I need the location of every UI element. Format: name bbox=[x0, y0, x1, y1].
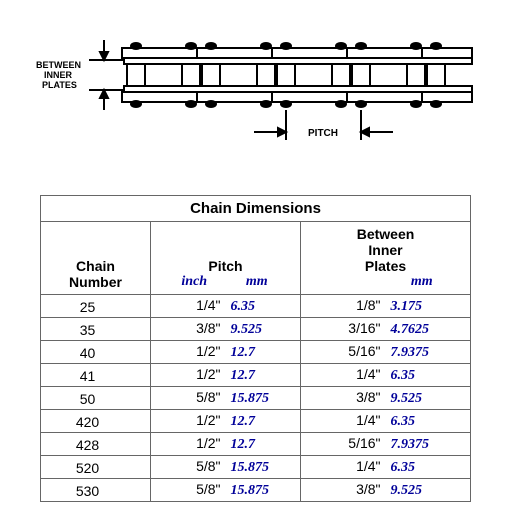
cell-pitch: 5/8"15.875 bbox=[151, 479, 301, 502]
table-row: 251/4"6.351/8"3.175 bbox=[41, 295, 471, 318]
cell-pitch: 1/2"12.7 bbox=[151, 364, 301, 387]
cell-bip: 3/8"9.525 bbox=[301, 387, 471, 410]
cell-bip: 1/4"6.35 bbox=[301, 364, 471, 387]
cell-chain: 50 bbox=[41, 387, 151, 410]
cell-bip: 1/4"6.35 bbox=[301, 410, 471, 433]
cell-pitch: 1/4"6.35 bbox=[151, 295, 301, 318]
between-label: BETWEEN INNER PLATES bbox=[36, 60, 84, 90]
pitch-label: PITCH bbox=[308, 128, 338, 139]
cell-chain: 428 bbox=[41, 433, 151, 456]
table-row: 411/2"12.71/4"6.35 bbox=[41, 364, 471, 387]
cell-chain: 520 bbox=[41, 456, 151, 479]
cell-bip: 3/8"9.525 bbox=[301, 479, 471, 502]
cell-bip: 3/16"4.7625 bbox=[301, 318, 471, 341]
cell-chain: 420 bbox=[41, 410, 151, 433]
cell-pitch: 5/8"15.875 bbox=[151, 456, 301, 479]
cell-chain: 530 bbox=[41, 479, 151, 502]
cell-chain: 25 bbox=[41, 295, 151, 318]
col-pitch: Pitch inch mm bbox=[151, 222, 301, 295]
cell-pitch: 1/2"12.7 bbox=[151, 433, 301, 456]
dimensions-table: Chain Dimensions Chain Number Pitch inch… bbox=[40, 195, 471, 502]
table-row: 4281/2"12.75/16"7.9375 bbox=[41, 433, 471, 456]
table-row: 5305/8"15.8753/8"9.525 bbox=[41, 479, 471, 502]
table-row: 4201/2"12.71/4"6.35 bbox=[41, 410, 471, 433]
table-row: 5205/8"15.8751/4"6.35 bbox=[41, 456, 471, 479]
cell-chain: 40 bbox=[41, 341, 151, 364]
cell-bip: 1/8"3.175 bbox=[301, 295, 471, 318]
dimensions-table-wrap: Chain Dimensions Chain Number Pitch inch… bbox=[0, 175, 507, 522]
table-row: 401/2"12.75/16"7.9375 bbox=[41, 341, 471, 364]
col-bip: Between Inner Plates mm bbox=[301, 222, 471, 295]
col-chain: Chain Number bbox=[41, 222, 151, 295]
table-row: 353/8"9.5253/16"4.7625 bbox=[41, 318, 471, 341]
cell-bip: 5/16"7.9375 bbox=[301, 433, 471, 456]
cell-pitch: 1/2"12.7 bbox=[151, 341, 301, 364]
cell-pitch: 3/8"9.525 bbox=[151, 318, 301, 341]
table-row: 505/8"15.8753/8"9.525 bbox=[41, 387, 471, 410]
chain-diagram: BETWEEN INNER PLATES bbox=[0, 0, 507, 175]
cell-bip: 5/16"7.9375 bbox=[301, 341, 471, 364]
chain-svg: BETWEEN INNER PLATES bbox=[24, 10, 484, 170]
cell-chain: 41 bbox=[41, 364, 151, 387]
cell-pitch: 5/8"15.875 bbox=[151, 387, 301, 410]
cell-chain: 35 bbox=[41, 318, 151, 341]
cell-bip: 1/4"6.35 bbox=[301, 456, 471, 479]
table-title: Chain Dimensions bbox=[41, 196, 471, 222]
cell-pitch: 1/2"12.7 bbox=[151, 410, 301, 433]
